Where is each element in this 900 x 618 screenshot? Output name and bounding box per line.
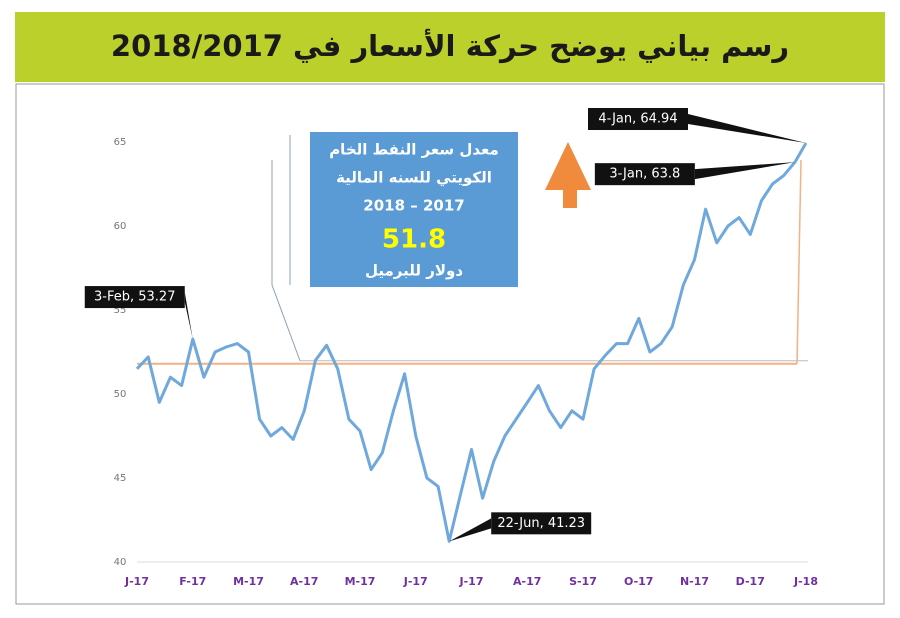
x-tick-label: M-17 bbox=[345, 575, 376, 588]
info-caption: 2018 – 2017 bbox=[363, 197, 464, 215]
callout-box bbox=[594, 163, 695, 186]
callout-pointer bbox=[694, 162, 795, 180]
x-tick-label: J-17 bbox=[124, 575, 149, 588]
callout-box bbox=[491, 512, 592, 535]
y-tick-label: 55 bbox=[114, 305, 127, 316]
callout-label: 3-Jan, 63.8 bbox=[609, 167, 680, 182]
callout-pointer bbox=[688, 114, 806, 144]
x-tick-label: J-17 bbox=[403, 575, 428, 588]
callout-pointer bbox=[184, 292, 193, 340]
info-caption: الكويتي للسنه المالية bbox=[336, 169, 492, 187]
x-tick-label: J-17 bbox=[459, 575, 484, 588]
up-arrow bbox=[545, 142, 591, 208]
box-pointer bbox=[271, 160, 301, 361]
callout-label: 4-Jan, 64.94 bbox=[598, 112, 677, 127]
callout-pointer bbox=[449, 518, 492, 542]
y-tick-label: 65 bbox=[114, 137, 127, 148]
x-tick-label: S-17 bbox=[569, 575, 597, 588]
average-connector bbox=[796, 159, 802, 364]
info-caption: معدل سعر النفط الخام bbox=[329, 141, 499, 159]
info-value: 51.8 bbox=[382, 225, 446, 255]
x-tick-label: F-17 bbox=[179, 575, 206, 588]
y-tick-label: 45 bbox=[114, 473, 127, 484]
x-tick-label: A-17 bbox=[513, 575, 541, 588]
info-box bbox=[310, 132, 518, 287]
y-tick-label: 50 bbox=[114, 389, 127, 400]
y-tick-label: 60 bbox=[114, 221, 127, 232]
callout-label: 22-Jun, 41.23 bbox=[497, 516, 585, 531]
y-tick-label: 40 bbox=[114, 557, 127, 568]
x-tick-label: J-18 bbox=[793, 575, 818, 588]
x-tick-label: D-17 bbox=[736, 575, 765, 588]
price-line bbox=[135, 142, 808, 543]
x-tick-label: M-17 bbox=[233, 575, 264, 588]
callout-label: 3-Feb, 53.27 bbox=[94, 290, 175, 305]
callout-box bbox=[588, 108, 688, 131]
callout-box bbox=[84, 286, 185, 309]
title-banner bbox=[15, 12, 885, 82]
x-tick-label: A-17 bbox=[290, 575, 318, 588]
x-tick-label: O-17 bbox=[624, 575, 653, 588]
x-tick-label: N-17 bbox=[680, 575, 709, 588]
chart-title: رسم بياني يوضح حركة الأسعار في 2018/2017 bbox=[111, 28, 789, 63]
info-unit: دولار للبرميل bbox=[365, 262, 463, 280]
